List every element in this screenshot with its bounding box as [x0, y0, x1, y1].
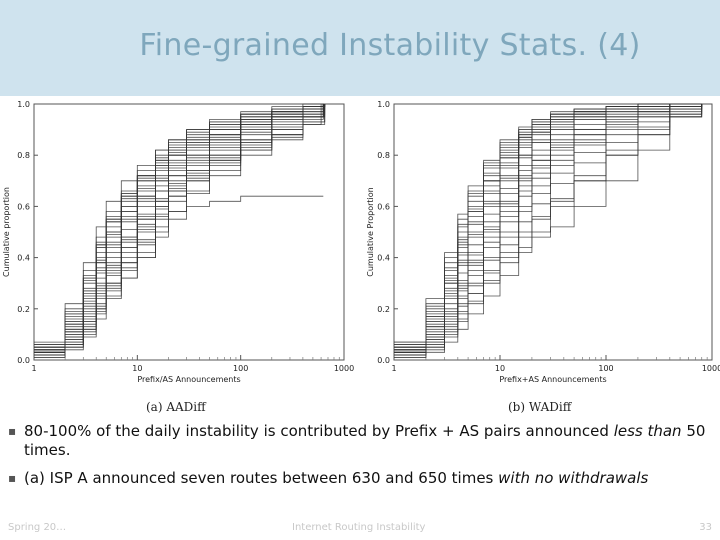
bullet-text-suffix: 50 times. — [24, 422, 706, 459]
x-tick-label: 1000 — [702, 364, 720, 373]
x-tick-label: 1 — [391, 364, 396, 373]
y-axis-title: Cumulative proportion — [2, 187, 11, 277]
x-tick-label: 1000 — [334, 364, 354, 373]
y-tick-label: 0.0 — [377, 356, 390, 365]
slide-footer: Spring 20… Internet Routing Instability … — [0, 518, 720, 540]
footer-page-number: 33 — [699, 522, 712, 533]
y-tick-label: 0.8 — [17, 151, 30, 160]
footer-date: Spring 20… — [8, 522, 67, 533]
y-tick-label: 0.6 — [17, 202, 30, 211]
y-tick-label: 1.0 — [377, 100, 390, 109]
cdf-chart-b: 0.0 0.2 0.4 0.6 0.8 1.0 1 10 100 1000 Prefix+AS An… — [366, 100, 720, 384]
bullet-emphasis: with no withdrawals — [498, 469, 649, 487]
caption-a: (a) AADiff — [146, 400, 206, 414]
cdf-series-line — [394, 104, 703, 356]
bullet-marker-icon: ▪ — [8, 471, 17, 485]
figure-area: 0.0 0.2 0.4 0.6 0.8 1.0 1 10 100 1000 Prefix/AS An… — [0, 96, 720, 418]
x-axis-title: Prefix+AS Announcements — [499, 375, 606, 384]
plot-frame — [393, 103, 713, 361]
cdf-chart-a: 0.0 0.2 0.4 0.6 0.8 1.0 1 10 100 1000 Prefix/AS An… — [2, 100, 354, 384]
y-tick-label: 0.2 — [17, 305, 30, 314]
bullet-marker-icon: ▪ — [8, 424, 17, 438]
cdf-series-line — [394, 104, 703, 358]
cdf-series-line — [394, 103, 702, 351]
x-tick-label: 100 — [233, 364, 248, 373]
y-tick-label: 0.0 — [17, 356, 30, 365]
x-tick-label: 10 — [132, 364, 142, 373]
bullet-text-prefix: 80-100% of the daily instability is cont… — [24, 422, 614, 440]
x-tick-label: 1 — [31, 364, 36, 373]
x-tick-label: 100 — [598, 364, 613, 373]
cdf-series-line — [34, 104, 325, 345]
cdf-series-line — [34, 104, 326, 351]
y-tick-label: 0.6 — [377, 202, 390, 211]
bullet-text-prefix: (a) ISP A announced seven routes between… — [24, 469, 499, 487]
y-tick-label: 0.2 — [377, 305, 390, 314]
x-tick-label: 10 — [495, 364, 505, 373]
bullet-emphasis: less than — [613, 422, 682, 440]
y-tick-label: 0.8 — [377, 151, 390, 160]
bullet-item: ▪ 80-100% of the daily instability is co… — [6, 422, 706, 460]
cdf-series-line — [394, 103, 702, 343]
y-tick-label: 0.4 — [17, 254, 30, 263]
y-axis-title: Cumulative Proportion — [366, 187, 375, 276]
caption-b: (b) WADiff — [508, 400, 572, 414]
y-tick-label: 1.0 — [17, 100, 30, 109]
x-axis-title: Prefix/AS Announcements — [137, 375, 240, 384]
y-tick-label: 0.4 — [377, 254, 390, 263]
cdf-series-line — [394, 104, 703, 353]
footer-title: Internet Routing Instability — [292, 522, 426, 533]
title-band — [0, 0, 720, 96]
bullet-item: ▪ (a) ISP A announced seven routes betwe… — [6, 469, 706, 488]
plot-frame — [33, 103, 345, 361]
slide-title: Fine-grained Instability Stats. (4) — [139, 28, 641, 63]
bullet-list: ▪ 80-100% of the daily instability is co… — [6, 422, 706, 488]
